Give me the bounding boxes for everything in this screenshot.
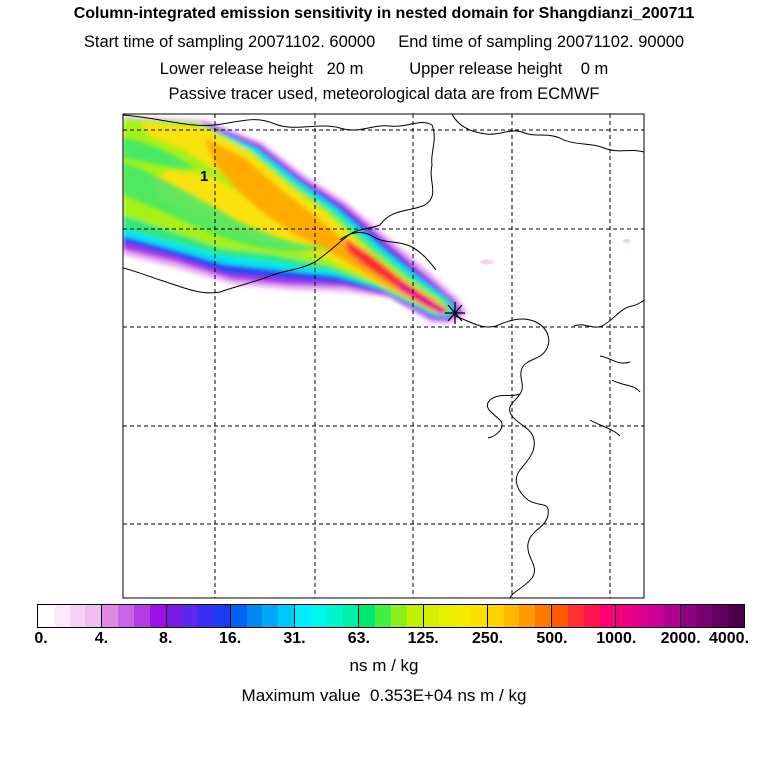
colorbar-segment	[166, 605, 231, 627]
colorbar-swatch	[535, 605, 552, 627]
colorbar-swatch	[213, 605, 230, 627]
colorbar-swatch	[133, 605, 150, 627]
colorbar-swatch	[552, 605, 568, 627]
colorbar-tick-label: 125.	[407, 630, 439, 647]
colorbar-swatch	[85, 605, 102, 627]
colorbar-swatch	[102, 605, 119, 627]
colorbar-swatch	[599, 605, 616, 627]
plume-speck	[480, 259, 494, 265]
colorbar-swatch	[439, 605, 456, 627]
release-site-marker	[445, 302, 465, 324]
colorbar-segment	[423, 605, 488, 627]
colorbar-swatch	[246, 605, 263, 627]
colorbar-segment	[616, 605, 681, 627]
colorbar-swatch	[278, 605, 295, 627]
colorbar-segment	[680, 605, 744, 627]
colorbar-swatch	[38, 605, 54, 627]
colorbar-segment	[230, 605, 296, 627]
colorbar-swatch	[567, 605, 584, 627]
colorbar-swatch	[390, 605, 407, 627]
colorbar-swatch	[359, 605, 376, 627]
colorbar-swatch	[503, 605, 520, 627]
plume-speck	[623, 239, 631, 243]
colorbar-swatch	[696, 605, 713, 627]
colorbar-segment	[295, 605, 360, 627]
colorbar-tick-label: 63.	[347, 630, 370, 647]
colorbar-swatch	[198, 605, 214, 627]
colorbar-swatch	[712, 605, 729, 627]
colorbar-swatch	[423, 605, 440, 627]
colorbar-swatch	[680, 605, 697, 627]
colorbar-swatch	[487, 605, 504, 627]
coastline-east	[573, 299, 644, 328]
colorbar-tick-label: 500.	[536, 630, 568, 647]
colorbar-tick-label: 0.	[34, 630, 48, 647]
colorbar-tick-label: 2000.	[660, 630, 701, 647]
colorbar-swatch	[230, 605, 247, 627]
colorbar-tick-label: 4.	[94, 630, 109, 647]
colorbar-tick-label: 8.	[159, 630, 173, 647]
tracer-info-line: Passive tracer used, meteorological data…	[168, 85, 600, 103]
coastline	[123, 114, 644, 598]
colorbar-swatch	[583, 605, 600, 627]
colorbar-segment	[102, 605, 167, 627]
colorbar-swatch	[149, 605, 166, 627]
colorbar-tick-label: 31.	[283, 630, 306, 647]
plume-green-lobe-upper	[123, 138, 195, 169]
colorbar-swatch	[519, 605, 536, 627]
colorbar-tick-label: 4000.	[708, 630, 750, 647]
colorbar-swatch	[53, 605, 70, 627]
colorbar-swatch	[262, 605, 279, 627]
plume-contour-magenta	[398, 282, 448, 314]
colorbar-swatch	[166, 605, 183, 627]
map-title: Column-integrated emission sensitivity i…	[73, 5, 695, 22]
sampling-time-line: Start time of sampling 20071102. 60000 E…	[83, 33, 685, 51]
colorbar-swatch	[375, 605, 391, 627]
colorbar-tick-label: 1000.	[596, 630, 637, 647]
release-height-line: Lower release height 20 m Upper release …	[159, 60, 609, 78]
plume-green-lobe	[123, 162, 330, 252]
colorbar-swatch	[69, 605, 86, 627]
colorbar-swatch	[616, 605, 633, 627]
colorbar-swatch	[295, 605, 311, 627]
colorbar-swatch	[182, 605, 199, 627]
colorbar-swatch	[728, 605, 744, 627]
plume-contour-orange	[205, 138, 442, 311]
graticule	[123, 114, 644, 598]
colorbar-tick-label: 16.	[218, 630, 242, 647]
colorbar-tick-label: 250.	[471, 630, 504, 647]
map-frame	[122, 113, 645, 599]
coastline-north	[123, 114, 435, 294]
maximum-value: Maximum value 0.353E+04 ns m / kg	[241, 686, 527, 705]
colorbar-swatch	[648, 605, 664, 627]
colorbar-swatch	[632, 605, 649, 627]
coastline-korea	[451, 114, 644, 153]
colorbar-swatch	[663, 605, 680, 627]
plume-label: 1	[200, 168, 208, 185]
colorbar-swatch	[326, 605, 343, 627]
coastline-peninsula	[454, 315, 550, 598]
colorbar-swatch	[471, 605, 487, 627]
colorbar-segment	[359, 605, 424, 627]
coastline-bay	[486, 393, 521, 439]
colorbar-swatch	[406, 605, 423, 627]
colorbar	[37, 604, 745, 628]
colorbar-segment	[38, 605, 103, 627]
colorbar-swatch	[455, 605, 472, 627]
emission-sensitivity-plume	[123, 116, 631, 324]
coastline-shandong	[339, 232, 437, 271]
colorbar-segment	[552, 605, 617, 627]
colorbar-swatch	[310, 605, 327, 627]
colorbar-segment	[487, 605, 553, 627]
coastline-east-islands	[589, 355, 641, 437]
colorbar-swatch	[342, 605, 359, 627]
colorbar-swatch	[118, 605, 134, 627]
colorbar-units: ns m / kg	[349, 656, 419, 675]
